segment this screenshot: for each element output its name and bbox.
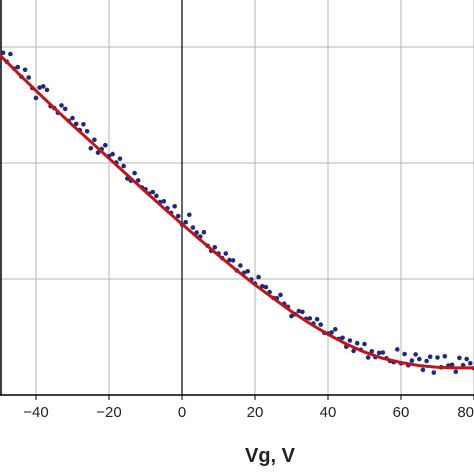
- data-point: [449, 362, 455, 368]
- data-point: [369, 349, 375, 354]
- data-point: [172, 204, 177, 209]
- data-point: [468, 361, 473, 366]
- data-point: [296, 308, 302, 314]
- fit-curve: [0, 53, 474, 370]
- x-tick-label: −40: [23, 404, 48, 421]
- data-point: [117, 156, 123, 161]
- data-point: [314, 316, 320, 322]
- data-point: [190, 225, 196, 230]
- data-point: [245, 269, 250, 274]
- data-point: [84, 129, 90, 134]
- data-point: [307, 316, 313, 321]
- data-point: [183, 219, 188, 225]
- data-point: [402, 351, 407, 357]
- data-point: [161, 199, 167, 204]
- data-point: [380, 350, 386, 355]
- data-point: [135, 178, 141, 183]
- data-point: [263, 284, 269, 290]
- data-point: [176, 213, 181, 219]
- x-tick-label: 0: [178, 404, 186, 421]
- data-point: [81, 122, 86, 127]
- data-point: [110, 151, 115, 157]
- data-point: [347, 338, 353, 343]
- x-tick-label: 20: [247, 404, 264, 421]
- y-gridlines: [0, 46, 474, 396]
- data-point: [150, 189, 156, 195]
- data-point: [427, 354, 433, 360]
- data-point: [227, 257, 232, 263]
- data-point: [442, 354, 448, 359]
- data-point: [457, 355, 462, 361]
- data-point: [88, 146, 94, 151]
- data-point: [278, 292, 283, 298]
- data-point: [223, 251, 229, 256]
- x-gridlines: [35, 0, 474, 395]
- data-point: [435, 355, 440, 360]
- data-point: [413, 352, 418, 357]
- x-tick-label: −20: [96, 404, 121, 421]
- data-point: [238, 263, 243, 268]
- fit-curve-line: [0, 53, 474, 370]
- data-point: [0, 50, 6, 56]
- data-point: [431, 370, 437, 375]
- data-point: [26, 75, 32, 80]
- data-point: [351, 348, 356, 354]
- data-point: [22, 67, 28, 73]
- data-point: [212, 245, 218, 250]
- data-point: [362, 341, 367, 347]
- data-point: [103, 142, 108, 148]
- data-point: [230, 258, 236, 263]
- data-point: [70, 115, 75, 121]
- data-point: [201, 229, 207, 235]
- data-point: [95, 150, 101, 155]
- data-point: [62, 106, 68, 112]
- data-point: [289, 313, 294, 319]
- data-points: [0, 50, 474, 375]
- x-tick-label: 60: [393, 404, 410, 421]
- data-point: [424, 358, 429, 364]
- data-point: [41, 84, 46, 89]
- data-point: [417, 356, 422, 362]
- data-point: [376, 350, 382, 356]
- data-point: [187, 212, 192, 218]
- data-point: [340, 335, 345, 341]
- data-point: [37, 85, 42, 90]
- data-point: [354, 340, 360, 346]
- data-point: [318, 322, 324, 327]
- x-tick-label: 80: [457, 404, 474, 421]
- data-point: [33, 95, 39, 101]
- data-point: [8, 51, 13, 57]
- data-point: [0, 62, 2, 68]
- data-point: [121, 163, 126, 169]
- data-point: [15, 64, 21, 70]
- data-point: [453, 369, 459, 375]
- data-point: [395, 347, 400, 352]
- x-axis-label: Vg, V: [245, 445, 296, 467]
- plot-frame: [0, 0, 474, 396]
- data-point: [154, 193, 159, 199]
- data-point: [44, 87, 50, 93]
- data-point: [92, 137, 97, 143]
- data-point: [132, 170, 137, 176]
- data-point: [409, 358, 415, 363]
- data-point: [460, 362, 466, 368]
- data-point: [365, 355, 371, 360]
- data-point: [300, 309, 305, 315]
- data-point: [329, 330, 334, 335]
- data-point: [464, 356, 470, 362]
- data-point: [420, 367, 426, 373]
- data-point: [73, 121, 79, 127]
- data-point: [59, 103, 64, 108]
- x-tick-labels: −40 −20 0 20 40 60 80: [23, 395, 474, 421]
- data-point: [256, 274, 261, 280]
- data-point: [260, 284, 265, 289]
- data-point: [333, 327, 338, 332]
- x-tick-label: 40: [320, 404, 337, 421]
